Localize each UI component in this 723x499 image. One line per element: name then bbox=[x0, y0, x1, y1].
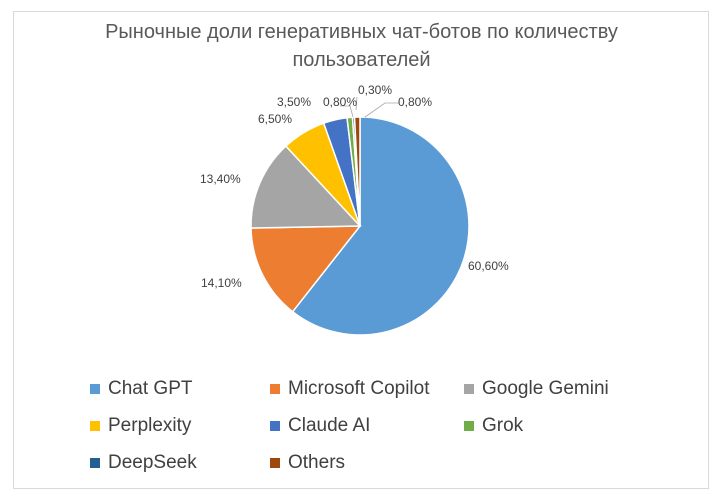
legend-swatch bbox=[90, 421, 100, 431]
legend-item-microsoft-copilot: Microsoft Copilot bbox=[270, 377, 430, 401]
legend-item-others: Others bbox=[270, 451, 345, 475]
legend-item-claude-ai: Claude AI bbox=[270, 414, 370, 438]
legend-label: DeepSeek bbox=[108, 452, 197, 473]
legend-swatch bbox=[90, 384, 100, 394]
legend-item-grok: Grok bbox=[464, 414, 523, 438]
chart-title-line-1: Рыночные доли генеративных чат-ботов по … bbox=[105, 21, 618, 43]
data-label-claude-ai: 3,50% bbox=[277, 95, 311, 109]
legend-label: Claude AI bbox=[288, 415, 371, 436]
chart-title-line-2: пользователей bbox=[292, 49, 431, 71]
pie-slice-google-gemini bbox=[250, 145, 362, 229]
legend-item-deepseek: DeepSeek bbox=[90, 451, 197, 475]
data-label-grok: 0,80% bbox=[323, 95, 357, 109]
data-label-google-gemini: 13,40% bbox=[200, 172, 241, 186]
pie-slice-chat-gpt bbox=[291, 116, 470, 336]
legend-label: Perplexity bbox=[108, 415, 192, 436]
legend-label: Chat GPT bbox=[108, 378, 193, 399]
legend-label: Google Gemini bbox=[482, 378, 609, 399]
legend-item-google-gemini: Google Gemini bbox=[464, 377, 609, 401]
data-label-others: 0,80% bbox=[398, 95, 432, 109]
legend-item-perplexity: Perplexity bbox=[90, 414, 191, 438]
data-label-perplexity: 6,50% bbox=[258, 112, 292, 126]
pie-slice-microsoft-copilot bbox=[250, 225, 362, 313]
data-label-microsoft-copilot: 14,10% bbox=[201, 276, 242, 290]
legend-label: Grok bbox=[482, 415, 524, 436]
legend-label: Microsoft Copilot bbox=[288, 378, 430, 399]
legend-item-chat-gpt: Chat GPT bbox=[90, 377, 192, 401]
legend-label: Others bbox=[288, 452, 346, 473]
leader-line-grok bbox=[340, 105, 354, 118]
legend-swatch bbox=[464, 421, 474, 431]
chart-title: Рыночные доли генеративных чат-ботов по … bbox=[0, 18, 723, 74]
legend-swatch bbox=[90, 458, 100, 468]
legend-swatch bbox=[270, 458, 280, 468]
pie-slice-others bbox=[353, 116, 361, 227]
legend-swatch bbox=[464, 384, 474, 394]
leader-line-deepseek bbox=[355, 96, 358, 111]
legend-swatch bbox=[270, 384, 280, 394]
data-label-chat-gpt: 60,60% bbox=[468, 259, 509, 273]
legend-swatch bbox=[270, 421, 280, 431]
data-label-deepseek: 0,30% bbox=[358, 83, 392, 97]
leader-line-others bbox=[364, 102, 399, 118]
